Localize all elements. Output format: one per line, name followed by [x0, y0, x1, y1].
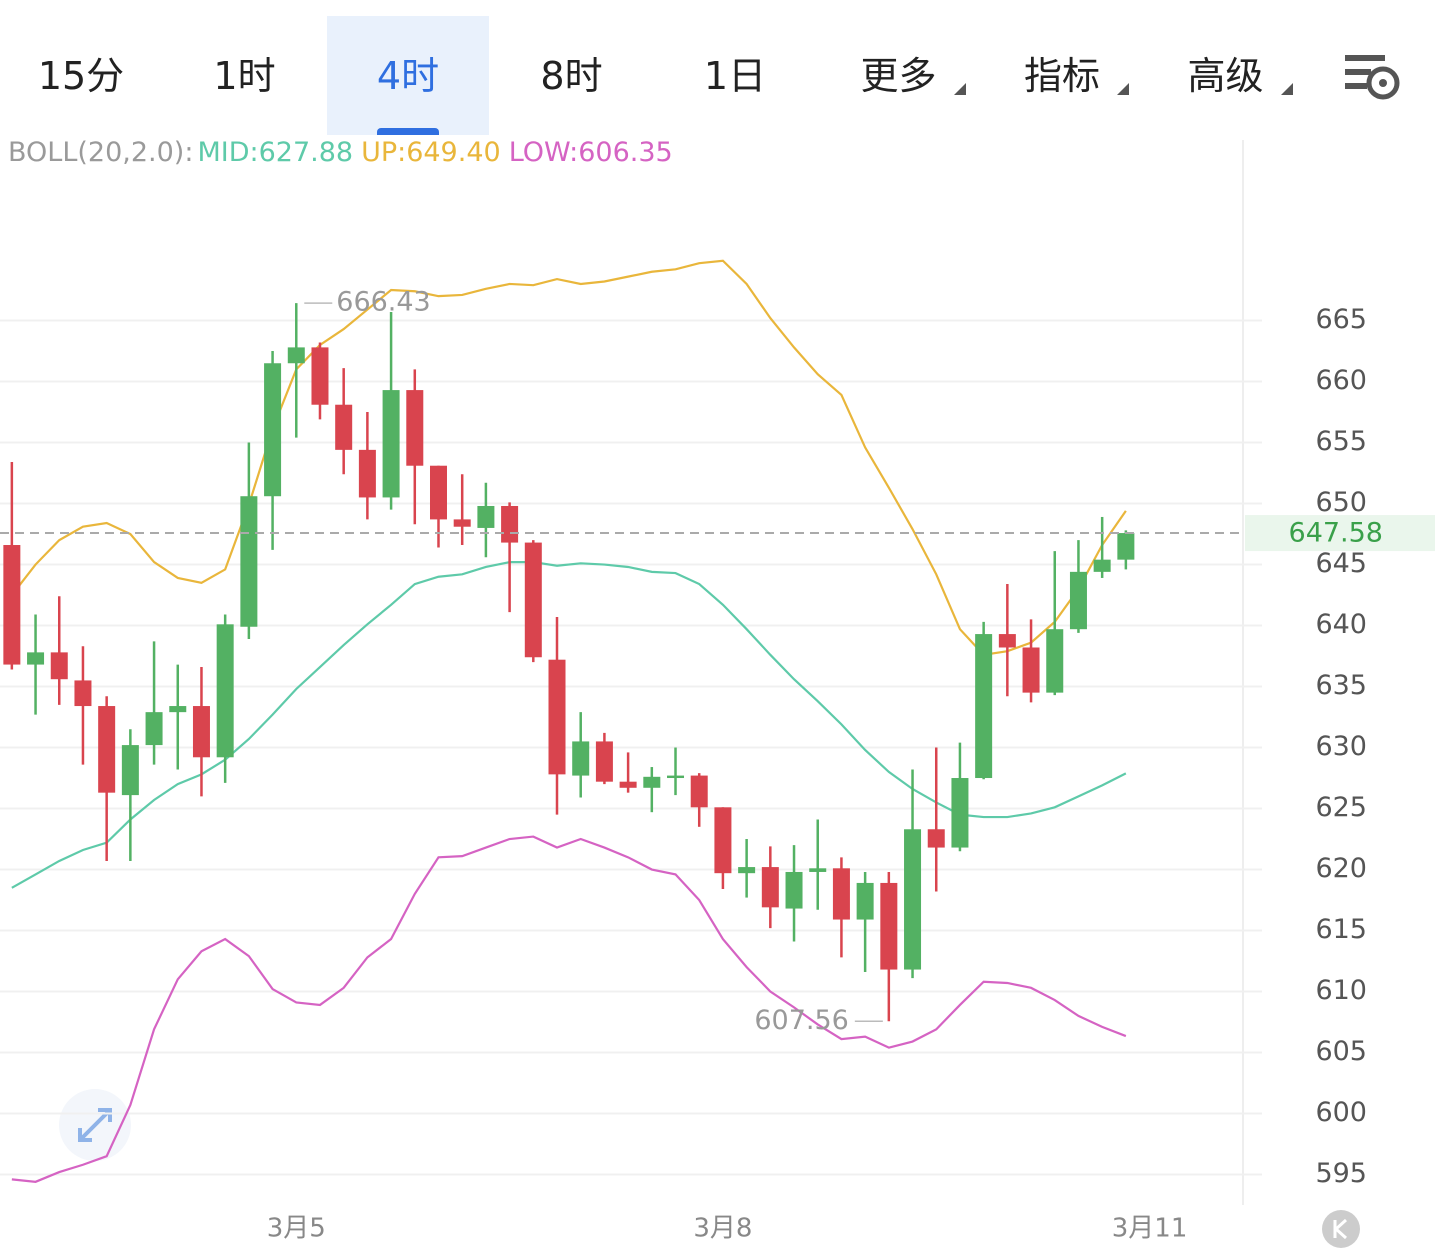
candle-body	[98, 706, 116, 793]
candle-body	[880, 882, 898, 970]
candle-body	[927, 829, 945, 848]
candle-body	[738, 867, 756, 874]
candle-body	[667, 775, 685, 779]
y-tick-label: 610	[1315, 975, 1367, 1006]
tab[interactable]: 1时	[213, 54, 276, 98]
candle-body	[1117, 533, 1135, 560]
legend-entry: LOW:606.35	[508, 137, 673, 168]
candle-body	[169, 706, 187, 713]
y-tick-label: 620	[1315, 853, 1367, 884]
candle-body	[240, 496, 258, 627]
dropdown-arrow	[953, 83, 966, 95]
candle-body	[335, 404, 353, 450]
candle-body	[382, 390, 400, 498]
y-tick-label: 600	[1315, 1097, 1367, 1128]
candle-body	[548, 659, 566, 775]
candle-body	[643, 776, 661, 788]
candle-body	[501, 505, 519, 543]
indicator-line	[11, 560, 1127, 889]
candle-body	[358, 449, 376, 498]
y-tick-label: 595	[1315, 1158, 1367, 1189]
tab-bar: 15分 1时 4时 8时 1日 更多 指标 高级	[0, 16, 1440, 135]
tab[interactable]: 高级	[1145, 16, 1307, 135]
settings-icon[interactable]	[1345, 55, 1400, 100]
candle-body	[311, 347, 329, 405]
candle-body	[477, 505, 495, 528]
min-label: 607.56	[754, 1005, 848, 1036]
candle-body	[3, 545, 21, 665]
y-tick-label: 615	[1315, 914, 1367, 945]
candle-body	[1069, 571, 1087, 630]
tab[interactable]: 更多	[818, 16, 980, 135]
candle-body	[690, 775, 708, 808]
x-tick-label: 3月8	[693, 1214, 752, 1244]
current-price-label: 647.58	[1289, 518, 1383, 549]
x-tick-label: 3月5	[267, 1214, 326, 1244]
candle-body	[406, 390, 424, 466]
candle-body	[998, 634, 1016, 648]
candle-body	[192, 706, 210, 758]
y-tick-label: 665	[1315, 304, 1367, 335]
candle-body	[145, 712, 163, 746]
candle-body	[264, 363, 282, 497]
candle-body	[524, 542, 542, 658]
candle-body	[27, 652, 45, 665]
tab[interactable]: 1日	[703, 54, 767, 98]
candle-body	[619, 781, 637, 788]
indicator-name: BOLL(20,2.0):	[8, 137, 194, 168]
tab[interactable]: 4时	[327, 16, 489, 135]
y-tick-label: 605	[1315, 1036, 1367, 1067]
candle-body	[595, 741, 613, 782]
candle-body	[761, 867, 779, 908]
dropdown-arrow	[1117, 83, 1129, 95]
y-tick-label: 640	[1315, 609, 1367, 640]
candle-body	[121, 745, 139, 796]
tab[interactable]: 指标	[981, 16, 1143, 135]
indicator-line	[11, 835, 1127, 1183]
candle-body	[287, 347, 305, 364]
candle-body	[50, 652, 68, 680]
candle-body	[832, 868, 850, 920]
indicator-legend: BOLL(20,2.0): MID:627.88 UP:649.40 LOW:606.…	[8, 137, 681, 168]
candle-body	[1046, 629, 1064, 693]
y-tick-label: 630	[1315, 731, 1367, 762]
candle-body	[714, 807, 732, 874]
candle-body	[572, 741, 590, 776]
y-tick-label: 650	[1315, 487, 1367, 518]
candle-body	[429, 465, 447, 520]
x-tick-label: 3月11	[1112, 1214, 1188, 1244]
indicator-line	[10, 259, 1127, 656]
dropdown-arrow	[1280, 83, 1293, 95]
candle-body	[216, 624, 234, 758]
max-label: 666.43	[336, 287, 430, 318]
candle-body	[1022, 647, 1040, 693]
legend-entry: MID:627.88	[197, 137, 354, 168]
y-tick-label: 655	[1315, 426, 1367, 457]
tab[interactable]: 15分	[37, 54, 125, 98]
y-tick-label: 625	[1315, 792, 1367, 823]
candle-body	[856, 882, 874, 920]
tab[interactable]: 8时	[540, 54, 603, 98]
y-tick-label: 660	[1315, 365, 1367, 396]
y-tick-label: 635	[1315, 670, 1367, 701]
candle-body	[74, 680, 92, 707]
legend-entry: UP:649.40	[361, 137, 501, 168]
candle-body	[453, 519, 471, 527]
k-button[interactable]	[1322, 1210, 1360, 1248]
y-tick-label: 645	[1315, 548, 1367, 579]
candle-body	[1093, 559, 1111, 572]
candle-body	[975, 634, 993, 779]
candle-body	[809, 868, 827, 872]
current-price-box	[1245, 515, 1435, 552]
candle-body	[951, 778, 969, 848]
candle-body	[904, 829, 922, 970]
candle-body	[785, 871, 803, 909]
